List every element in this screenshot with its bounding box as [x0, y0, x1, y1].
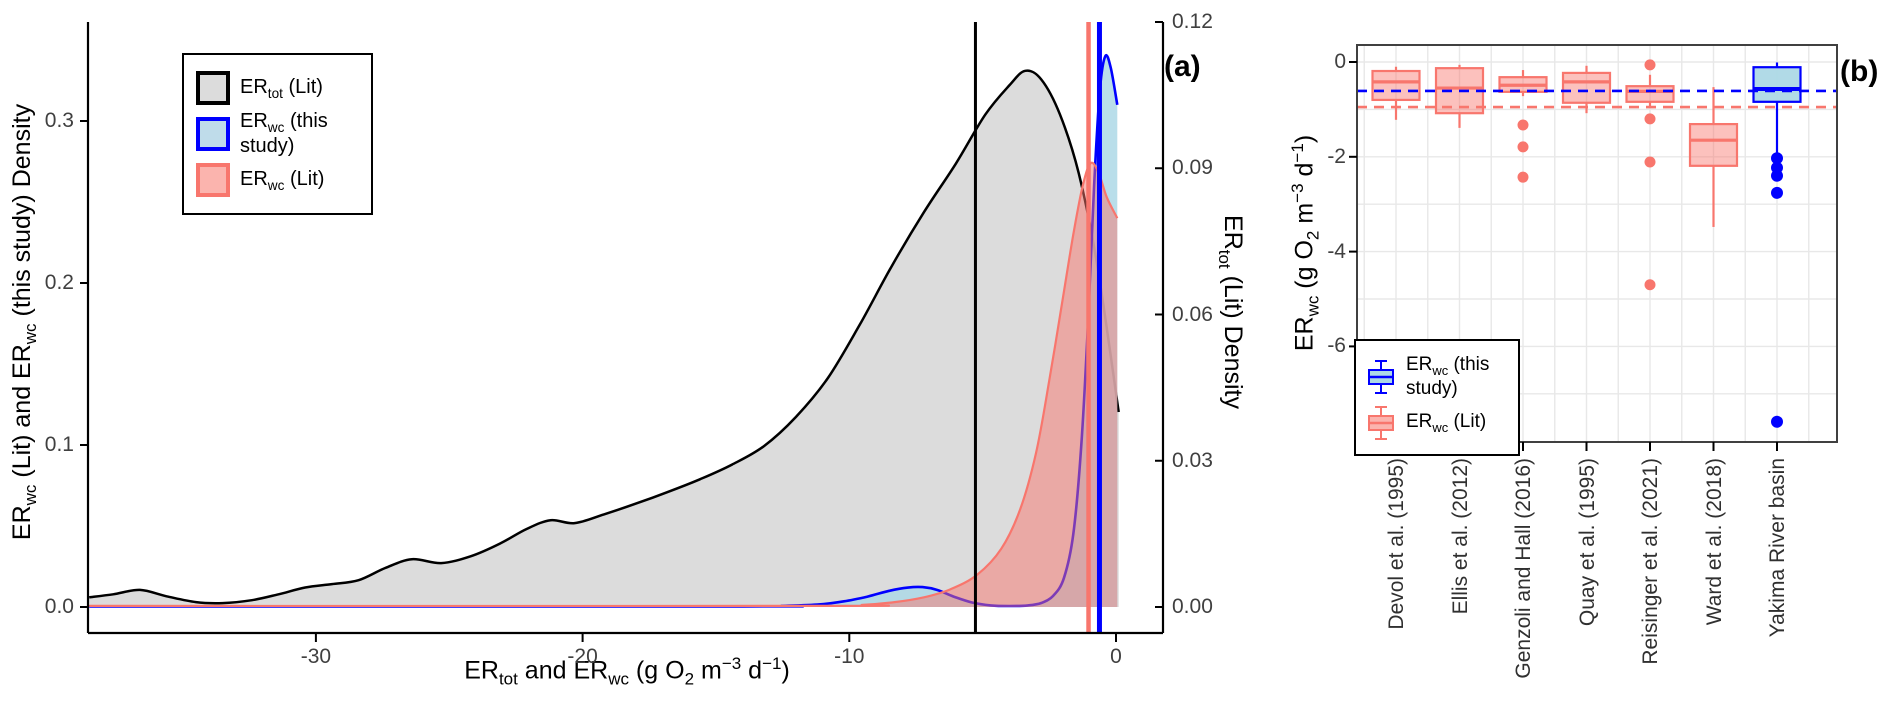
panel-b-category-label: Yakima River basin — [1766, 458, 1789, 638]
panel-a-right-tick-label: 0.09 — [1172, 156, 1213, 180]
panel-a-x-tick-label: -30 — [300, 645, 332, 668]
outlier-point-reisinger-et-al-2021 — [1644, 113, 1656, 125]
box-quay-et-al-1995 — [1561, 71, 1612, 104]
ertot-lit-density-line — [89, 69, 1120, 605]
panel-b-label: (b) — [1840, 55, 1879, 88]
panel-a-right-tick-label: 0.06 — [1172, 302, 1213, 326]
panel-a-label: (a) — [1164, 50, 1201, 83]
panel-a-right-tick-label: 0.12 — [1172, 10, 1213, 33]
panel-a-legend: ERtot (Lit) ERwc (this study) ERwc (Lit) — [182, 53, 373, 215]
legend-item-ertot-lit: ERtot (Lit) — [196, 71, 359, 105]
panel-b-category-label: Quay et al. (1995) — [1575, 458, 1599, 627]
panel-b-y-tick-label: 0 — [1334, 50, 1346, 73]
panel-b-y-tick-label: -6 — [1327, 334, 1346, 358]
erwc-lit-swatch-icon — [196, 163, 230, 197]
ertot-lit-swatch-icon — [196, 71, 230, 105]
legend-item-erwc-this-study: ERwc (this study) — [196, 110, 359, 158]
outlier-point-reisinger-et-al-2021 — [1644, 59, 1656, 71]
panel-a-x-tick-label: -20 — [567, 645, 598, 668]
outlier-point-yakima-river-basin — [1771, 152, 1783, 165]
panel-b-category-label: Ward et al. (2018) — [1702, 458, 1726, 626]
ertot-lit-density-area — [89, 70, 1119, 607]
legend-item-erwc-lit: ERwc (Lit) — [196, 163, 359, 197]
panel-a-left-axis-title: ERwc (Lit) and ERwc (this study) Density — [8, 103, 40, 541]
panel-a-left-tick-label: 0.2 — [44, 271, 74, 294]
legend-label: ERwc (Lit) — [240, 167, 325, 193]
panel-b-legend: ERwc (this study) ERwc (Lit) — [1354, 339, 1520, 456]
legend-item-erwc-this-study: ERwc (this study) — [1366, 354, 1508, 400]
panel-b-category-label: Ellis et al. (2012) — [1448, 458, 1472, 615]
box-reisinger-et-al-2021 — [1625, 85, 1675, 103]
outlier-point-reisinger-et-al-2021 — [1644, 279, 1656, 291]
panel-b-category-label: Reisinger et al. (2021) — [1639, 458, 1662, 665]
panel-b-category-label: Devol et al. (1995) — [1385, 458, 1408, 630]
panel-b-border — [1356, 44, 1838, 443]
outlier-point-yakima-river-basin — [1771, 186, 1783, 199]
erwc-lit-density-area — [89, 162, 1118, 607]
outlier-point-genzoli-and-hall-2016 — [1517, 141, 1529, 153]
panel-b-y-tick-label: -2 — [1327, 144, 1346, 168]
panel-a-left-tick-label: 0.1 — [44, 433, 74, 456]
legend-label: ERwc (this study) — [1406, 354, 1490, 399]
legend-item-erwc-lit: ERwc (Lit) — [1366, 405, 1508, 441]
outlier-point-yakima-river-basin — [1771, 169, 1783, 182]
panel-a-x-tick-label: 0 — [1110, 645, 1122, 668]
panel-b-category-label: Genzoli and Hall (2016) — [1512, 458, 1535, 679]
panel-a-x-tick-label: -10 — [834, 645, 865, 668]
legend-label: ERwc (this study) — [240, 110, 328, 157]
outlier-point-genzoli-and-hall-2016 — [1517, 171, 1529, 183]
outlier-point-reisinger-et-al-2021 — [1644, 156, 1656, 168]
panel-a-right-tick-label: 0.00 — [1172, 595, 1213, 618]
panel-a-right-tick-label: 0.03 — [1172, 448, 1213, 472]
panel-a-x-axis-title: ERtot and ERwc (g O2 m−3 d−1) — [464, 654, 790, 689]
panel-a-left-tick-label: 0.3 — [44, 109, 74, 132]
box-devol-et-al-1995 — [1371, 69, 1421, 102]
panel-b-y-tick-label: -4 — [1327, 239, 1346, 263]
panel-a-left-tick-label: 0.0 — [44, 595, 74, 618]
outlier-point-yakima-river-basin — [1771, 415, 1783, 428]
salmon-boxplot-icon — [1366, 405, 1396, 441]
box-yakima-river-basin — [1752, 66, 1802, 103]
legend-label: ERwc (Lit) — [1406, 410, 1487, 435]
panel-a-right-axis-title: ERtot (Lit) Density — [1215, 215, 1247, 409]
box-ward-et-al-2018 — [1688, 122, 1739, 167]
erwc-this-study-swatch-icon — [196, 117, 230, 151]
blue-boxplot-icon — [1366, 359, 1396, 395]
legend-label: ERtot (Lit) — [240, 75, 323, 101]
outlier-point-genzoli-and-hall-2016 — [1517, 119, 1529, 131]
